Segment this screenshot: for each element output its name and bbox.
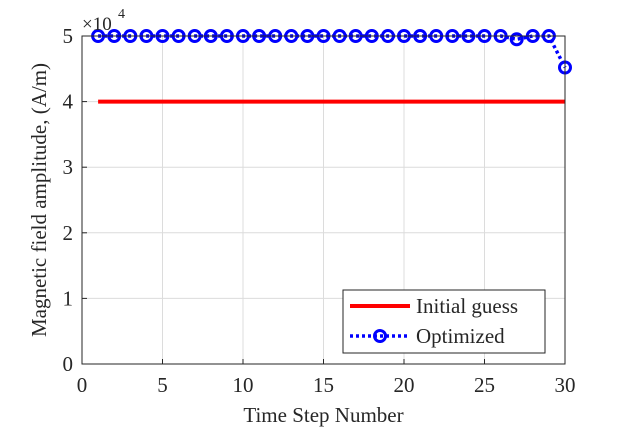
y-tick-label: 4 bbox=[63, 90, 74, 114]
x-tick-label: 15 bbox=[313, 373, 334, 397]
x-axis-label: Time Step Number bbox=[243, 403, 403, 427]
y-tick-label: 2 bbox=[63, 221, 74, 245]
x-tick-label: 30 bbox=[555, 373, 576, 397]
legend-label-initial-guess: Initial guess bbox=[416, 294, 518, 318]
legend-box bbox=[342, 289, 546, 354]
legend: Initial guess Optimized bbox=[342, 289, 546, 354]
legend-swatch-optimized-marker bbox=[373, 329, 387, 343]
x-tick-label: 20 bbox=[394, 373, 415, 397]
axis-ticks: 0 5 10 15 20 25 30 0 1 2 3 4 5 bbox=[63, 24, 576, 397]
y-tick-label: 5 bbox=[63, 24, 74, 48]
x-tick-label: 0 bbox=[77, 373, 88, 397]
legend-label-optimized: Optimized bbox=[416, 324, 505, 348]
x-tick-label: 10 bbox=[233, 373, 254, 397]
data-point-optimized bbox=[509, 32, 524, 47]
y-tick-label: 0 bbox=[63, 352, 74, 376]
y-axis-label: Magnetic field amplitude, (A/m) bbox=[27, 63, 51, 337]
y-tick-label: 3 bbox=[63, 155, 74, 179]
x-tick-label: 25 bbox=[474, 373, 495, 397]
x-tick-label: 5 bbox=[157, 373, 168, 397]
y-exponent-base: ×10 bbox=[82, 14, 112, 35]
y-exponent-power: 4 bbox=[118, 7, 125, 22]
y-tick-label: 1 bbox=[63, 286, 74, 310]
